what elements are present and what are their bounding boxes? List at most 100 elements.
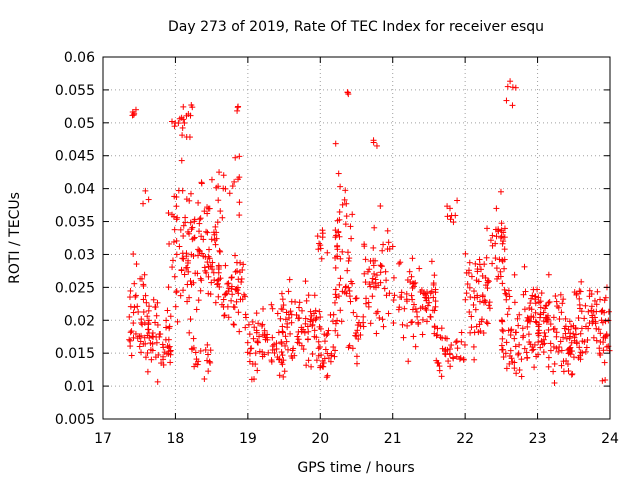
data-point [410,301,417,308]
data-point [173,203,180,210]
data-point [596,345,603,352]
data-point [132,106,139,113]
data-point [603,332,610,339]
data-point [190,253,197,260]
data-point [192,360,199,367]
data-point [145,317,152,324]
data-point [253,310,260,317]
data-point [543,318,550,325]
data-point [577,288,584,295]
data-point [564,361,571,368]
data-point [436,367,443,374]
data-point [373,142,380,149]
data-point [524,355,531,362]
data-point [576,301,583,308]
data-point [138,349,145,356]
data-point [362,279,369,286]
data-point [404,276,411,283]
data-point [435,360,442,367]
data-point [173,237,180,244]
data-point [371,224,378,231]
data-point [276,372,283,379]
data-point [196,216,203,223]
data-point [489,260,496,267]
data-point [175,120,182,127]
data-point [470,288,477,295]
x-tick-label: 21 [384,431,402,447]
data-point [344,249,351,256]
data-point [363,295,370,302]
data-point [253,329,260,336]
data-point [404,322,411,329]
data-point [499,258,506,265]
data-point [280,357,287,364]
data-point [385,310,392,317]
y-tick-label: 0.035 [55,215,95,231]
data-point [518,356,525,363]
data-point [313,334,320,341]
data-point [422,305,429,312]
data-point [521,306,528,313]
data-point [357,332,364,339]
data-point [337,183,344,190]
data-point [215,276,222,283]
data-point [337,275,344,282]
data-point [438,373,445,380]
data-point [501,246,508,253]
data-point [597,296,604,303]
data-point [180,287,187,294]
data-point [474,266,481,273]
data-point [127,303,134,310]
data-point [518,373,525,380]
data-point [567,344,574,351]
data-point [316,240,323,247]
chart-title: Day 273 of 2019, Rate Of TEC Index for r… [168,19,544,35]
data-point [585,325,592,332]
data-point [579,338,586,345]
data-point [233,259,240,266]
data-point [327,358,334,365]
data-point [409,255,416,262]
data-point [198,180,205,187]
data-point [134,303,141,310]
data-point [338,318,345,325]
data-point [142,340,149,347]
data-point [301,329,308,336]
x-tick-label: 23 [529,431,547,447]
data-point [159,341,166,348]
data-point [412,343,419,350]
data-point [163,317,170,324]
data-point [430,294,437,301]
data-point [238,275,245,282]
data-point [138,316,145,323]
data-point [269,343,276,350]
data-point [175,187,182,194]
data-point [268,357,275,364]
data-point [248,376,255,383]
data-point [369,279,376,286]
data-point [220,172,227,179]
data-point [234,107,241,114]
data-point [181,119,188,126]
data-point [593,308,600,315]
data-point [514,315,521,322]
data-point [205,273,212,280]
data-point [418,287,425,294]
data-point [544,316,551,323]
data-point [499,318,506,325]
data-point [369,293,376,300]
data-point [186,329,193,336]
data-point [147,346,154,353]
data-point [296,299,303,306]
data-point [321,355,328,362]
data-point [409,318,416,325]
data-point [189,224,196,231]
data-point [130,309,137,316]
data-point [372,276,379,283]
data-point [204,229,211,236]
data-point [516,341,523,348]
data-point [497,188,504,195]
data-point [184,298,191,305]
data-point [565,326,572,333]
data-point [588,291,595,298]
